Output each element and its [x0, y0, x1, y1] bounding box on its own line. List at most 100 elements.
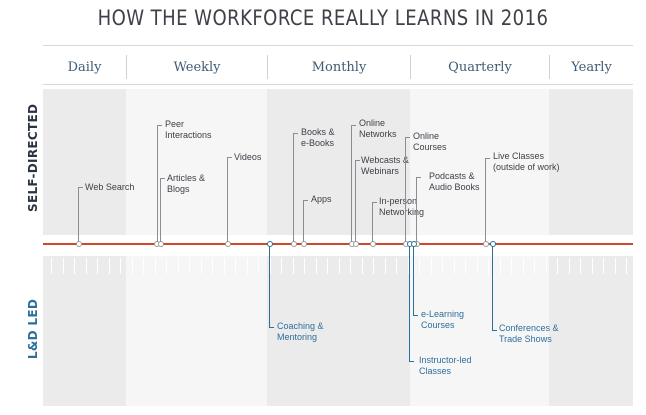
dot-apps — [301, 241, 307, 247]
column-monthly: Monthly — [311, 60, 367, 75]
side-label-ld-led: L&D LED — [26, 298, 40, 360]
tick-mark — [74, 258, 75, 274]
tick-mark — [109, 258, 110, 274]
band-daily — [43, 256, 126, 406]
label-podcasts: Podcasts & Audio Books — [429, 171, 480, 192]
label-online-networks: Online Networks — [359, 118, 397, 139]
hook — [293, 133, 298, 134]
label-in-person-networking: In-person Networking — [379, 196, 425, 217]
label-online-courses: Online Courses — [413, 131, 447, 152]
dot-books — [291, 241, 297, 247]
hook — [492, 330, 497, 331]
tick-mark — [350, 258, 351, 274]
stem-peer-interactions — [157, 125, 158, 243]
stem-online-courses — [405, 137, 406, 243]
tick-mark — [51, 258, 52, 274]
title-rule — [43, 45, 633, 46]
label-apps: Apps — [311, 194, 332, 204]
dot-e-learning — [411, 241, 417, 247]
tick-mark — [212, 258, 213, 274]
stem-conferences — [492, 246, 493, 330]
band-weekly — [126, 256, 267, 406]
column-divider — [267, 55, 268, 79]
tick-mark — [396, 258, 397, 274]
column-daily: Daily — [67, 60, 102, 75]
tick-row — [43, 258, 633, 274]
tick-mark — [166, 258, 167, 274]
stem-in-person — [372, 202, 373, 243]
hook — [157, 125, 162, 126]
column-divider — [549, 55, 550, 79]
dot-web-search — [76, 241, 82, 247]
tick-mark — [327, 258, 328, 274]
tick-mark — [316, 258, 317, 274]
dot-in-person — [370, 241, 376, 247]
tick-mark — [97, 258, 98, 274]
tick-mark — [580, 258, 581, 274]
tick-mark — [270, 258, 271, 274]
hook — [416, 177, 421, 178]
label-videos: Videos — [234, 152, 262, 162]
stem-online-networks — [351, 125, 352, 243]
dot-videos — [225, 241, 231, 247]
tick-mark — [224, 258, 225, 274]
hook — [351, 125, 356, 126]
page-title: HOW THE WORKFORCE REALLY LEARNS IN 2016 — [97, 6, 549, 30]
hook — [78, 187, 83, 188]
tick-mark — [373, 258, 374, 274]
label-articles-blogs: Articles & Blogs — [167, 173, 206, 194]
band-monthly — [267, 89, 410, 235]
tick-mark — [465, 258, 466, 274]
side-label-self-directed: SELF-DIRECTED — [26, 103, 40, 212]
tick-mark — [454, 258, 455, 274]
column-quarterly: Quarterly — [448, 60, 512, 75]
label-books: Books & e-Books — [301, 127, 335, 148]
tick-mark — [63, 258, 64, 274]
tick-mark — [189, 258, 190, 274]
hook — [303, 200, 308, 201]
column-weekly: Weekly — [173, 60, 221, 75]
band-quarterly — [410, 256, 549, 406]
tick-mark — [431, 258, 432, 274]
tick-mark — [281, 258, 282, 274]
tick-mark — [500, 258, 501, 274]
header-rule — [43, 84, 633, 85]
tick-mark — [523, 258, 524, 274]
column-divider — [126, 55, 127, 79]
band-weekly — [126, 89, 267, 235]
tick-mark — [385, 258, 386, 274]
tick-mark — [557, 258, 558, 274]
hook — [160, 178, 165, 179]
tick-mark — [339, 258, 340, 274]
tick-mark — [304, 258, 305, 274]
tick-mark — [178, 258, 179, 274]
label-coaching-mentoring: Coaching & Mentoring — [277, 321, 324, 342]
stem-books — [293, 133, 294, 243]
hook — [355, 160, 360, 161]
stem-articles-blogs — [160, 178, 161, 243]
dot-webcasts — [353, 241, 359, 247]
label-e-learning: e-Learning Courses — [421, 309, 465, 330]
stem-podcasts — [416, 177, 417, 243]
tick-mark — [569, 258, 570, 274]
label-webcasts: Webcasts & Webinars — [361, 155, 409, 176]
dot-live-classes — [483, 241, 489, 247]
label-conferences: Conferences & Trade Shows — [499, 323, 559, 344]
stem-apps — [303, 200, 304, 243]
dot-coaching — [267, 241, 273, 247]
label-instructor-led: Instructor-led Classes — [419, 355, 472, 376]
tick-mark — [488, 258, 489, 274]
tick-mark — [592, 258, 593, 274]
tick-mark — [132, 258, 133, 274]
tick-mark — [534, 258, 535, 274]
stem-e-learning — [413, 246, 414, 315]
tick-mark — [120, 258, 121, 274]
tick-mark — [603, 258, 604, 274]
band-monthly — [267, 256, 410, 406]
dot-articles-blogs — [158, 241, 164, 247]
tick-mark — [247, 258, 248, 274]
hook — [269, 327, 274, 328]
stem-instructor-led — [409, 246, 410, 361]
tick-mark — [442, 258, 443, 274]
tick-mark — [235, 258, 236, 274]
